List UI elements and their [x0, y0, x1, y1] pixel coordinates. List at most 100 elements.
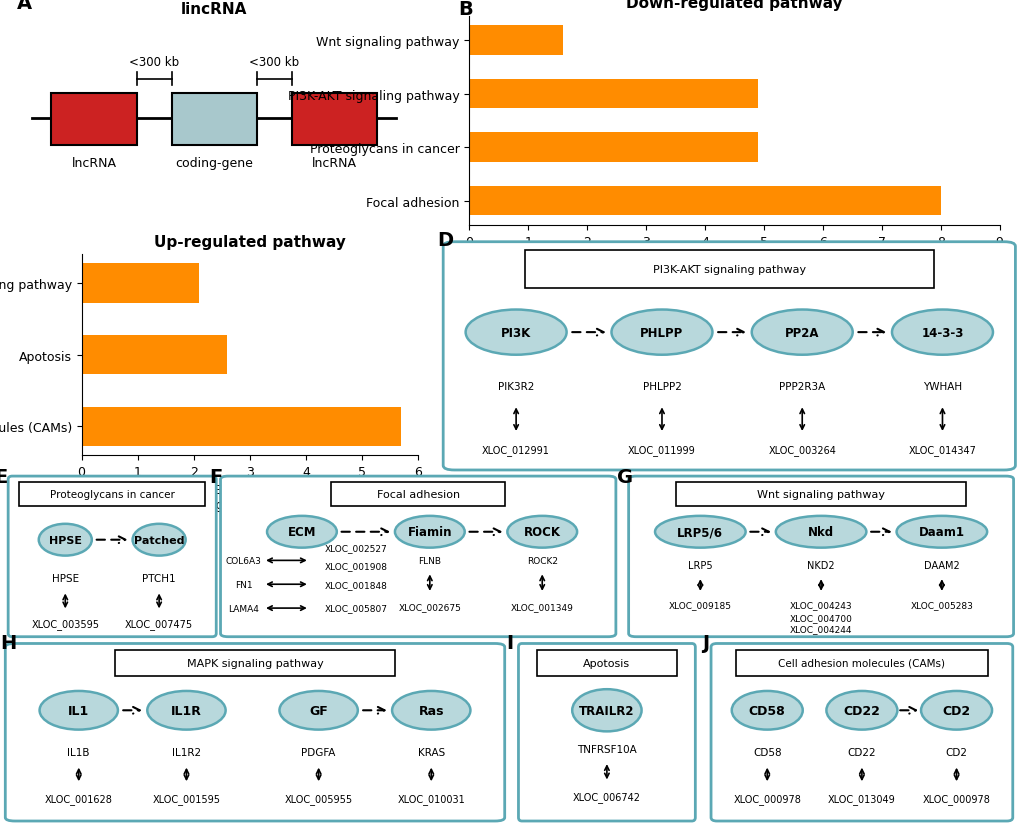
- Text: LAMA4: LAMA4: [228, 604, 259, 613]
- Text: PHLPP2: PHLPP2: [642, 382, 681, 392]
- X-axis label: Enrichment
-log10 (P value): Enrichment -log10 (P value): [200, 484, 300, 512]
- Ellipse shape: [39, 524, 92, 556]
- Bar: [469, 133, 757, 163]
- Text: DAAM2: DAAM2: [923, 560, 959, 570]
- Text: XLOC_004700: XLOC_004700: [789, 614, 852, 622]
- Text: Apotosis: Apotosis: [583, 658, 630, 668]
- Bar: [469, 186, 940, 217]
- Text: ECM: ECM: [287, 526, 316, 538]
- Text: B: B: [459, 0, 473, 19]
- Text: XLOC_005807: XLOC_005807: [324, 604, 387, 613]
- Ellipse shape: [775, 516, 865, 548]
- FancyBboxPatch shape: [536, 650, 677, 676]
- Text: FLNB: FLNB: [418, 556, 441, 565]
- Text: XLOC_014347: XLOC_014347: [908, 445, 975, 456]
- Text: CD58: CD58: [748, 704, 785, 717]
- Text: Wnt signaling pathway: Wnt signaling pathway: [756, 489, 884, 499]
- FancyBboxPatch shape: [8, 477, 216, 637]
- FancyBboxPatch shape: [736, 650, 986, 676]
- Bar: [82, 264, 200, 303]
- Ellipse shape: [891, 310, 993, 355]
- X-axis label: Enrichment -log10 (P value): Enrichment -log10 (P value): [646, 254, 821, 267]
- Text: XLOC_011999: XLOC_011999: [628, 445, 695, 456]
- Bar: [82, 335, 227, 375]
- Text: XLOC_001349: XLOC_001349: [511, 602, 573, 611]
- Text: Fiamin: Fiamin: [408, 526, 451, 538]
- Text: Focal adhesion: Focal adhesion: [376, 489, 460, 499]
- Text: LRP5: LRP5: [688, 560, 712, 570]
- Ellipse shape: [572, 690, 641, 732]
- FancyBboxPatch shape: [443, 242, 1015, 471]
- Text: IL1R: IL1R: [171, 704, 202, 717]
- Ellipse shape: [394, 516, 465, 548]
- Bar: [82, 407, 401, 446]
- Text: CD2: CD2: [945, 747, 967, 757]
- Text: ROCK: ROCK: [523, 526, 560, 538]
- Text: FN1: FN1: [234, 580, 253, 589]
- Text: XLOC_001908: XLOC_001908: [324, 561, 387, 570]
- FancyBboxPatch shape: [330, 482, 505, 506]
- Ellipse shape: [465, 310, 567, 355]
- Text: Nkd: Nkd: [807, 526, 834, 538]
- Text: IL1R2: IL1R2: [172, 747, 201, 757]
- FancyBboxPatch shape: [710, 644, 1012, 821]
- FancyBboxPatch shape: [5, 644, 504, 821]
- Ellipse shape: [279, 691, 358, 730]
- Text: lincRNA: lincRNA: [180, 2, 248, 17]
- Text: TRAILR2: TRAILR2: [579, 704, 634, 717]
- Text: PP2A: PP2A: [785, 326, 818, 339]
- Ellipse shape: [896, 516, 986, 548]
- Text: XLOC_005283: XLOC_005283: [910, 601, 972, 609]
- Text: HPSE: HPSE: [49, 535, 82, 545]
- Text: Proteoglycans in cancer: Proteoglycans in cancer: [50, 489, 174, 499]
- Text: GF: GF: [309, 704, 328, 717]
- Ellipse shape: [751, 310, 852, 355]
- Text: CD58: CD58: [752, 747, 781, 757]
- FancyBboxPatch shape: [524, 250, 933, 288]
- Text: XLOC_002527: XLOC_002527: [324, 543, 387, 553]
- Text: XLOC_005955: XLOC_005955: [284, 793, 353, 803]
- Ellipse shape: [611, 310, 711, 355]
- Text: PTCH1: PTCH1: [143, 573, 175, 584]
- Text: XLOC_007475: XLOC_007475: [125, 619, 193, 630]
- Ellipse shape: [506, 516, 577, 548]
- Ellipse shape: [132, 524, 185, 556]
- FancyBboxPatch shape: [19, 482, 205, 506]
- Text: XLOC_003595: XLOC_003595: [32, 619, 99, 630]
- Bar: [171, 94, 257, 146]
- Text: lncRNA: lncRNA: [312, 157, 357, 170]
- Ellipse shape: [825, 691, 897, 730]
- Text: H: H: [0, 633, 16, 652]
- Text: coding-gene: coding-gene: [175, 157, 253, 170]
- Text: COL6A3: COL6A3: [225, 556, 262, 565]
- Ellipse shape: [147, 691, 225, 730]
- Ellipse shape: [731, 691, 802, 730]
- Text: G: G: [616, 467, 633, 486]
- Text: ROCK2: ROCK2: [526, 556, 557, 565]
- FancyBboxPatch shape: [676, 482, 965, 506]
- FancyBboxPatch shape: [115, 650, 394, 676]
- Ellipse shape: [40, 691, 118, 730]
- Text: XLOC_004244: XLOC_004244: [789, 624, 852, 634]
- Text: XLOC_013049: XLOC_013049: [827, 793, 895, 803]
- Text: PPP2R3A: PPP2R3A: [779, 382, 824, 392]
- Text: J: J: [701, 633, 708, 652]
- Text: XLOC_001628: XLOC_001628: [45, 793, 112, 803]
- Text: XLOC_006742: XLOC_006742: [573, 791, 640, 802]
- Bar: [469, 79, 757, 110]
- Text: XLOC_001595: XLOC_001595: [152, 793, 220, 803]
- Text: NKD2: NKD2: [806, 560, 835, 570]
- Text: PI3K-AKT signaling pathway: PI3K-AKT signaling pathway: [652, 264, 805, 274]
- Text: XLOC_000978: XLOC_000978: [922, 793, 989, 803]
- FancyBboxPatch shape: [220, 477, 615, 637]
- Ellipse shape: [654, 516, 745, 548]
- Text: Daam1: Daam1: [918, 526, 964, 538]
- Text: KRAS: KRAS: [417, 747, 444, 757]
- Text: PIK3R2: PIK3R2: [497, 382, 534, 392]
- Text: HPSE: HPSE: [52, 573, 78, 584]
- Text: PI3K: PI3K: [500, 326, 531, 339]
- Text: I: I: [505, 633, 513, 652]
- Text: lncRNA: lncRNA: [71, 157, 116, 170]
- Text: TNFRSF10A: TNFRSF10A: [577, 744, 636, 754]
- Bar: [51, 94, 137, 146]
